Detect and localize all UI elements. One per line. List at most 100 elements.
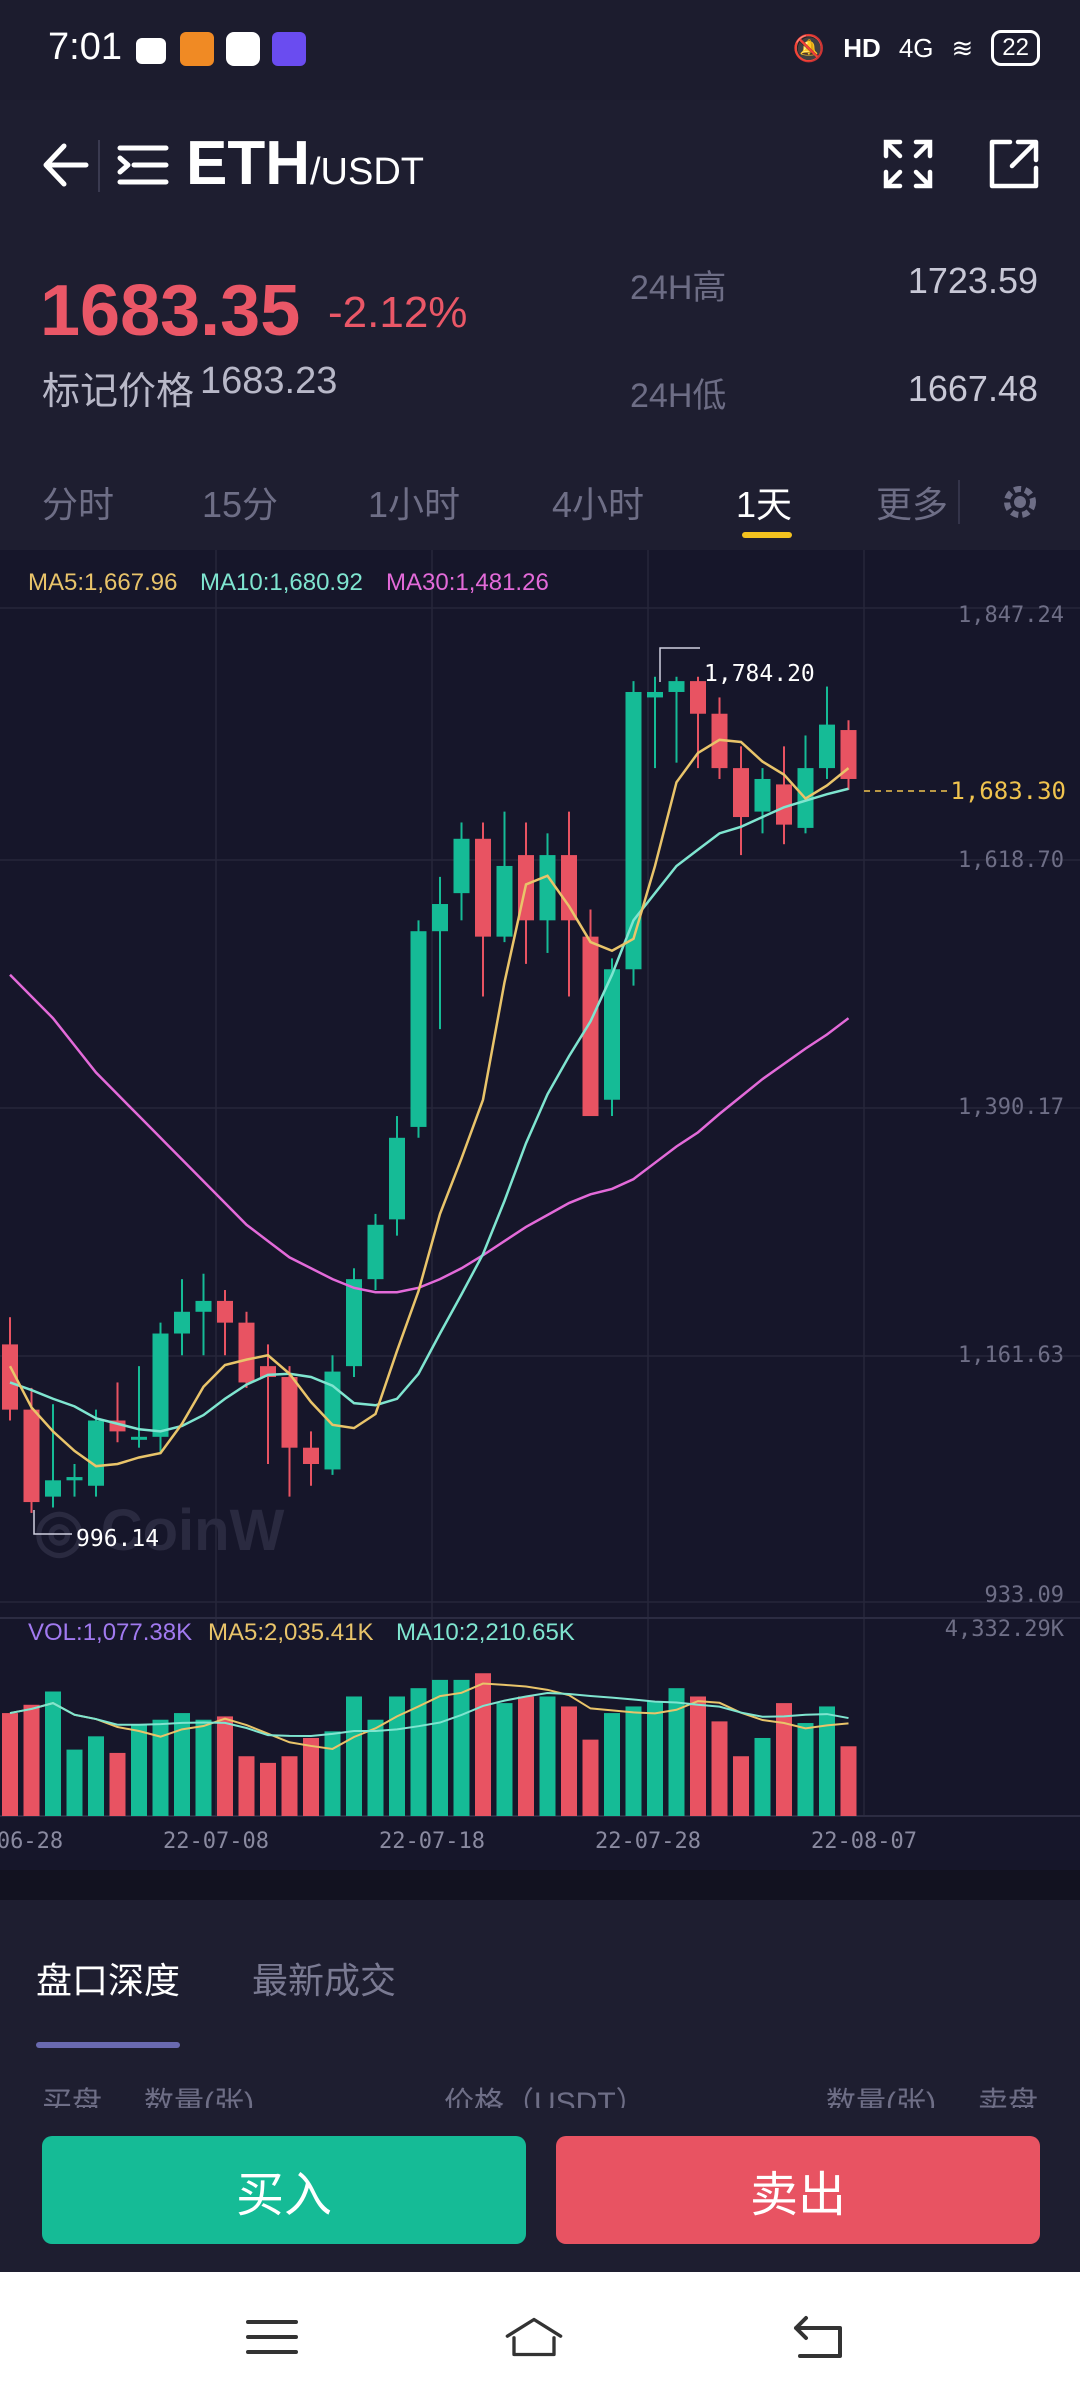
back-nav-icon[interactable] (790, 2310, 850, 2364)
candle-body (733, 768, 749, 818)
pair-base: ETH (186, 129, 310, 198)
book-icon (136, 38, 166, 64)
y-tick: 1,847.24 (958, 603, 1064, 628)
home-icon[interactable] (504, 2310, 564, 2364)
volume-bar (797, 1723, 814, 1816)
volume-bar (303, 1737, 319, 1816)
pair-title[interactable]: ETH/USDT (186, 128, 424, 199)
volume-bar (45, 1691, 61, 1816)
ma10-line (9, 787, 849, 1433)
tab-order-depth[interactable]: 盘口深度 (36, 1960, 181, 2001)
buy-button[interactable]: 买入 (42, 2136, 526, 2244)
volume-bar (88, 1736, 104, 1816)
tab-latest-trades[interactable]: 最新成交 (252, 1960, 397, 2001)
y-tick: 1,390.17 (958, 1095, 1064, 1120)
candle-body (453, 838, 470, 894)
candle-body (324, 1371, 341, 1470)
sell-button[interactable]: 卖出 (556, 2136, 1040, 2244)
candle-body (346, 1279, 362, 1367)
high-mark-label: 1,784.20 (704, 661, 815, 687)
candle-body (389, 1137, 405, 1220)
gear-icon[interactable] (998, 480, 1042, 524)
volume-bar (733, 1756, 749, 1816)
candle-body (776, 784, 792, 825)
system-nav-bar (0, 2272, 1080, 2400)
mute-icon: 🔕 (792, 32, 826, 63)
x-tick: 22-07-18 (379, 1829, 485, 1854)
volume-bar (690, 1696, 706, 1816)
tab-more[interactable]: 更多 (876, 484, 949, 525)
recent-apps-icon[interactable] (242, 2310, 302, 2364)
candles (2, 676, 857, 1513)
candle-body (66, 1477, 83, 1481)
volume-bar (711, 1721, 728, 1816)
low-mark-label: 996.14 (76, 1526, 159, 1552)
depth-tab-indicator (36, 2042, 180, 2048)
ma30-legend: MA30:1,481.26 (386, 569, 549, 596)
last-price-marker: 1,683.30 (950, 777, 1066, 805)
ma10-legend: MA10:1,680.92 (200, 569, 363, 596)
x-tick: 22-07-28 (595, 1829, 701, 1854)
candle-body (195, 1300, 212, 1312)
header: ETH/USDT (0, 100, 1080, 230)
fullscreen-icon[interactable] (880, 136, 936, 192)
low-mark-leader (33, 1510, 72, 1535)
menu-icon[interactable] (116, 142, 170, 188)
volume-bar (561, 1706, 577, 1816)
vol-legend: VOL:1,077.38K (28, 1619, 192, 1646)
candle-body (539, 855, 556, 921)
candle-body (174, 1311, 190, 1334)
chart-canvas[interactable]: ◎ CoinW MA5:1,667.96 MA10:1,680.92 MA30:… (0, 550, 1080, 1870)
high-mark-leader (659, 647, 700, 682)
tab-timeline[interactable]: 分时 (42, 484, 115, 525)
volume-bar (840, 1746, 857, 1816)
share-icon[interactable] (986, 136, 1042, 192)
mark-price-label: 标记价格 (42, 371, 195, 413)
candle-body (303, 1447, 319, 1465)
back-arrow-icon[interactable] (38, 138, 92, 192)
status-time: 7:01 (48, 26, 122, 68)
volume-bar (346, 1696, 362, 1816)
active-tab-indicator (742, 532, 792, 538)
order-book-panel: 盘口深度 最新成交 买盘 数量(张) 价格（USDT） 数量(张) 卖盘 (0, 1900, 1080, 2120)
battery-icon: 22 (991, 30, 1040, 66)
volume-bar (367, 1719, 384, 1816)
tab-4hour[interactable]: 4小时 (552, 484, 645, 525)
pair-quote: /USDT (310, 151, 424, 193)
candle-body (432, 904, 448, 932)
watermark-logo: ◎ CoinW (34, 1498, 285, 1563)
candle-body (819, 724, 835, 769)
volume-bar (776, 1703, 792, 1816)
volume-bar (668, 1688, 685, 1816)
candle-body (561, 855, 577, 921)
kline-chart[interactable]: ◎ CoinW MA5:1,667.96 MA10:1,680.92 MA30:… (0, 550, 1080, 1870)
x-tick: 06-28 (0, 1829, 63, 1854)
low-24h-label: 24H低 (630, 377, 727, 415)
volume-bar (496, 1703, 513, 1816)
high-24h-value: 1723.59 (907, 260, 1038, 301)
candle-body (131, 1436, 147, 1440)
tab-1hour[interactable]: 1小时 (368, 484, 461, 525)
status-icons: 🔕 HD 4G ≋ 22 (793, 30, 1040, 66)
volume-bar (389, 1696, 405, 1816)
candle-body (582, 936, 599, 1117)
ma30-line (9, 973, 850, 1294)
vol-ma5-legend: MA5:2,035.41K (208, 1619, 373, 1646)
volume-ma5-line (9, 1682, 849, 1750)
volume-bars (2, 1673, 857, 1816)
volume-bar (131, 1724, 147, 1816)
volume-bar (174, 1713, 190, 1816)
volume-bar (539, 1696, 556, 1816)
volume-bar (432, 1679, 448, 1816)
volume-bar (324, 1731, 341, 1816)
volume-bar (109, 1752, 126, 1816)
x-tick: 22-07-08 (163, 1829, 269, 1854)
tab-1day[interactable]: 1天 (736, 484, 793, 525)
volume-ma10-line (9, 1691, 849, 1737)
network-type: 4G (898, 32, 934, 63)
status-bar: 7:01 🔕 HD 4G ≋ 22 (0, 0, 1080, 100)
mark-price-value: 1683.23 (200, 360, 338, 402)
tab-15min[interactable]: 15分 (202, 484, 279, 525)
candle-body (367, 1224, 384, 1280)
tabs-divider (958, 480, 960, 524)
